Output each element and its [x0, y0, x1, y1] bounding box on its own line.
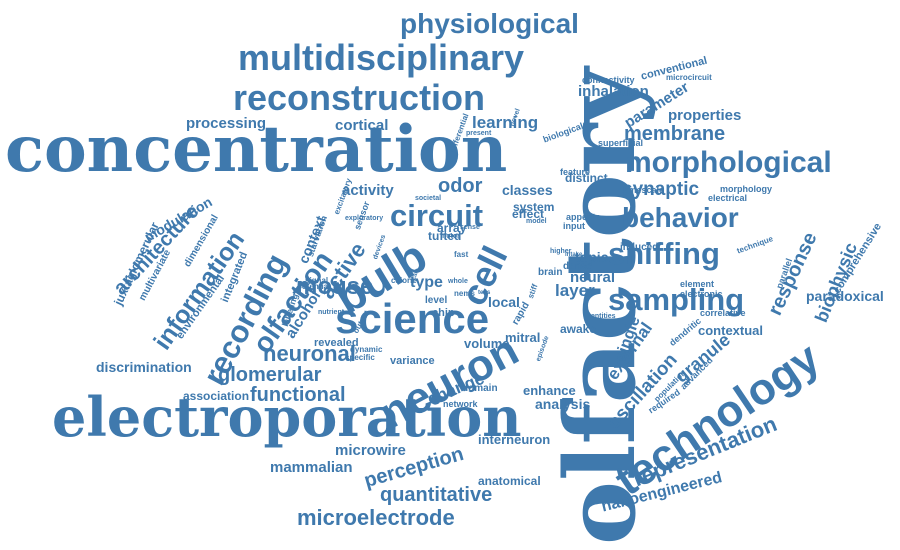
cloud-word-appetite: appetite: [566, 212, 601, 222]
cloud-word-mammalian: mammalian: [270, 459, 353, 476]
cloud-word-behavior: behavior: [622, 202, 739, 233]
cloud-word-entities: entities: [591, 313, 616, 320]
cloud-word-electronic: electronic: [680, 289, 723, 299]
cloud-word-technique: technique: [735, 234, 775, 256]
cloud-word-intake: intake: [565, 252, 583, 258]
cloud-word-feature: feature: [560, 167, 591, 177]
cloud-word-sense: sense: [460, 224, 480, 231]
cloud-word-neuronal: neuronal: [263, 341, 356, 366]
cloud-word-quantitative: quantitative: [380, 484, 493, 506]
cloud-word-sampling: sampling: [608, 282, 745, 317]
cloud-word-microwire: microwire: [335, 442, 406, 459]
cloud-word-science: science: [335, 295, 490, 342]
cloud-word-element: element: [680, 279, 715, 289]
cloud-word-whole: whole: [448, 278, 468, 285]
cloud-word-signal: signal: [305, 276, 329, 285]
cloud-word-contextual: contextual: [698, 323, 764, 338]
cloud-word-level: level: [425, 295, 448, 306]
cloud-word-association: association: [183, 389, 250, 403]
cloud-word-local: local: [488, 294, 520, 310]
cloud-word-electrical: electrical: [708, 193, 748, 203]
cloud-word-chip: chip: [432, 307, 455, 319]
cloud-word-societal: societal: [415, 195, 442, 202]
cloud-word-stiff: stiff: [526, 282, 540, 300]
cloud-word-reconstruction: reconstruction: [233, 77, 486, 118]
cloud-word-microelectrode: microelectrode: [297, 505, 455, 530]
cloud-word-nutrient: nutrient: [318, 309, 345, 316]
cloud-word-awake: awake: [560, 322, 597, 336]
cloud-word-mitral: mitral: [505, 330, 541, 345]
cloud-word-multidisciplinary: multidisciplinary: [238, 37, 525, 78]
cloud-word-present: present: [466, 130, 492, 137]
cloud-word-potential: potential: [297, 282, 331, 291]
cloud-word-layer: layer: [555, 281, 595, 300]
cloud-word-interneuron: interneuron: [478, 432, 551, 447]
cloud-word-neural: neural: [570, 269, 616, 286]
cloud-word-nems: nems: [454, 289, 475, 298]
cloud-word-concentration: concentration: [5, 112, 508, 187]
cloud-word-anatomical: anatomical: [478, 474, 541, 488]
cloud-word-properties: properties: [668, 107, 742, 124]
cloud-word-inhalation: inhalation: [578, 83, 649, 100]
cloud-word-cortical: cortical: [335, 117, 389, 134]
cloud-word-physiological: physiological: [400, 8, 579, 39]
cloud-word-superficial: superficial: [598, 138, 644, 148]
cloud-word-enhance: enhance: [523, 383, 576, 398]
cloud-word-network: network: [443, 399, 478, 409]
cloud-word-induced: induced: [620, 242, 659, 253]
cloud-word-morphology: morphology: [720, 184, 772, 194]
cloud-word-topic: topic: [575, 249, 609, 265]
cloud-word-processing: processing: [186, 115, 267, 132]
cloud-word-revealed: revealed: [314, 337, 359, 349]
cloud-word-dynamic: dynamic: [350, 345, 383, 354]
cloud-word-microcircuit: microcircuit: [666, 73, 712, 82]
cloud-word-exploratory: exploratory: [345, 215, 384, 222]
cloud-word-input: input: [563, 221, 585, 231]
cloud-word-sniffing: sniffing: [608, 236, 720, 271]
cloud-word-system: system: [513, 200, 555, 214]
cloud-word-domain: domain: [462, 383, 498, 394]
cloud-word-motor: motor: [440, 233, 460, 240]
cloud-word-tens: tens: [478, 290, 491, 296]
cloud-word-functional: functional: [250, 384, 346, 406]
cloud-word-mouse: mouse: [296, 273, 374, 300]
cloud-word-discrimination: discrimination: [96, 359, 192, 375]
cloud-word-type: type: [410, 274, 443, 291]
cloud-word-specific: specific: [345, 353, 375, 362]
cloud-word-correlative: correlative: [700, 308, 746, 318]
cloud-word-model: model: [526, 218, 547, 225]
cloud-word-morphological: morphological: [625, 146, 832, 179]
cloud-word-tufted: tufted: [428, 229, 462, 243]
cloud-word-glomerular: glomerular: [218, 364, 322, 386]
cloud-word-timescale: timescale: [623, 185, 665, 195]
cloud-word-circuit: circuit: [390, 198, 484, 233]
cloud-word-brain: brain: [538, 267, 563, 278]
cloud-word-fast: fast: [454, 250, 469, 259]
cloud-word-connectivity: connectivity: [582, 75, 635, 85]
cloud-word-calorie: calorie: [391, 276, 417, 285]
cloud-word-paradoxical: paradoxical: [806, 288, 884, 304]
cloud-word-activity: activity: [342, 182, 394, 199]
cloud-word-synaptic: synaptic: [622, 179, 700, 200]
cloud-word-distinct: distinct: [565, 171, 608, 185]
cloud-word-variance: variance: [390, 355, 435, 367]
cloud-word-odor: odor: [438, 175, 483, 197]
cloud-word-electroporation: electroporation: [52, 385, 522, 449]
cloud-word-classes: classes: [502, 182, 553, 198]
cloud-word-volume: volume: [464, 336, 510, 351]
cloud-word-effect: effect: [512, 207, 545, 221]
cloud-word-dense: dense: [563, 261, 592, 272]
cloud-word-membrane: membrane: [624, 123, 726, 145]
cloud-word-analysis: analysis: [535, 396, 591, 412]
cloud-word-higher: higher: [550, 248, 572, 255]
cloud-word-array: array: [437, 221, 467, 235]
cloud-word-learning: learning: [472, 113, 539, 132]
